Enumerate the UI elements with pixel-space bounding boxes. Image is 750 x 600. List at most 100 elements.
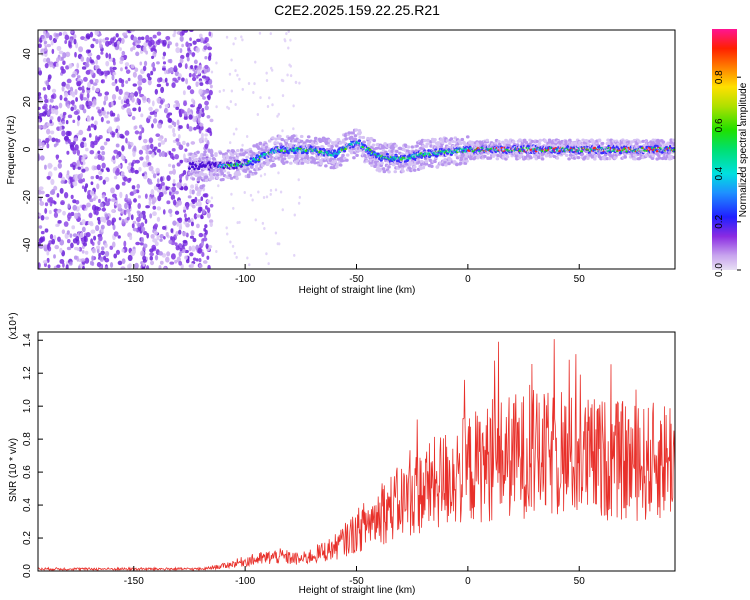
noise-speck: [61, 86, 65, 92]
noise-speck: [78, 129, 84, 136]
snr-scale-note: (x10⁴): [8, 312, 19, 339]
noise-speck: [132, 71, 137, 78]
noise-speck: [97, 219, 101, 225]
noise-speck: [100, 224, 105, 230]
noise-speck: [206, 199, 211, 204]
signal-halo: [221, 177, 225, 182]
noise-speck: [80, 36, 86, 41]
noise-speck: [142, 46, 147, 53]
noise-speck: [156, 183, 161, 188]
noise-speck: [283, 39, 287, 43]
noise-speck: [201, 251, 205, 258]
noise-speck: [152, 51, 157, 58]
noise-speck: [179, 35, 184, 42]
noise-speck: [71, 73, 76, 78]
signal-core: [190, 165, 195, 169]
signal-halo: [424, 159, 429, 164]
signal-core: [357, 139, 361, 143]
noise-speck: [104, 91, 110, 96]
noise-speck: [167, 43, 170, 49]
noise-speck: [153, 146, 158, 150]
noise-speck: [121, 82, 125, 88]
noise-speck: [187, 107, 191, 114]
noise-speck: [215, 250, 218, 254]
noise-speck: [234, 69, 237, 73]
noise-speck: [120, 99, 124, 105]
signal-halo: [338, 163, 343, 167]
noise-speck: [140, 250, 145, 257]
noise-speck: [268, 96, 271, 100]
noise-speck: [197, 117, 201, 124]
noise-speck: [186, 85, 192, 90]
noise-speck: [77, 166, 82, 170]
noise-speck: [80, 165, 84, 170]
noise-speck: [92, 98, 97, 105]
noise-speck: [175, 47, 181, 54]
noise-speck: [156, 148, 162, 153]
noise-speck: [126, 165, 132, 171]
noise-speck: [59, 94, 63, 101]
noise-speck: [67, 114, 73, 119]
noise-speck: [45, 80, 50, 87]
noise-speck: [95, 225, 100, 232]
signal-halo: [245, 155, 249, 159]
noise-speck: [184, 249, 189, 254]
noise-speck: [192, 257, 197, 261]
y-tick-label: 0.4: [22, 498, 33, 512]
signal-halo: [371, 143, 376, 147]
noise-speck: [145, 154, 150, 161]
noise-speck: [43, 30, 47, 36]
noise-speck: [40, 230, 45, 235]
noise-speck: [136, 39, 142, 44]
noise-speck: [178, 125, 183, 129]
noise-speck: [197, 247, 203, 254]
noise-speck: [61, 120, 65, 125]
signal-halo: [274, 137, 278, 141]
noise-speck: [115, 143, 120, 148]
signal-halo: [220, 171, 224, 176]
noise-speck: [226, 232, 229, 236]
spectrogram-marks: [38, 30, 675, 269]
noise-speck: [295, 134, 298, 138]
signal-halo: [331, 141, 335, 145]
noise-speck: [49, 104, 52, 110]
noise-speck: [119, 59, 124, 65]
signal-halo: [497, 142, 502, 146]
noise-speck: [159, 104, 162, 109]
signal-halo: [267, 139, 272, 143]
signal-halo: [401, 169, 405, 173]
noise-speck: [89, 198, 94, 203]
noise-speck: [121, 248, 125, 253]
signal-halo: [395, 149, 399, 153]
noise-speck: [117, 235, 121, 239]
noise-speck: [189, 37, 192, 42]
noise-speck: [195, 258, 199, 262]
noise-speck: [141, 266, 146, 269]
noise-speck: [93, 165, 98, 171]
noise-speck: [104, 257, 110, 263]
noise-speck: [135, 51, 140, 57]
noise-speck: [189, 89, 195, 95]
noise-speck: [229, 100, 233, 104]
noise-speck: [100, 145, 105, 151]
noise-speck: [147, 181, 153, 185]
signal-halo: [285, 160, 289, 164]
signal-halo: [299, 134, 304, 139]
signal-halo: [430, 164, 434, 168]
signal-halo: [520, 142, 525, 146]
noise-speck: [209, 221, 213, 227]
noise-speck: [281, 208, 284, 212]
noise-speck: [281, 79, 285, 83]
noise-speck: [38, 106, 41, 111]
noise-speck: [136, 97, 140, 104]
noise-speck: [70, 146, 75, 151]
noise-speck: [49, 98, 54, 103]
noise-speck: [73, 38, 77, 45]
noise-speck: [84, 250, 89, 255]
signal-halo: [562, 151, 567, 155]
noise-speck: [69, 233, 73, 238]
noise-speck: [85, 232, 91, 238]
signal-halo: [412, 168, 417, 172]
noise-speck: [43, 94, 48, 100]
noise-speck: [82, 137, 87, 142]
